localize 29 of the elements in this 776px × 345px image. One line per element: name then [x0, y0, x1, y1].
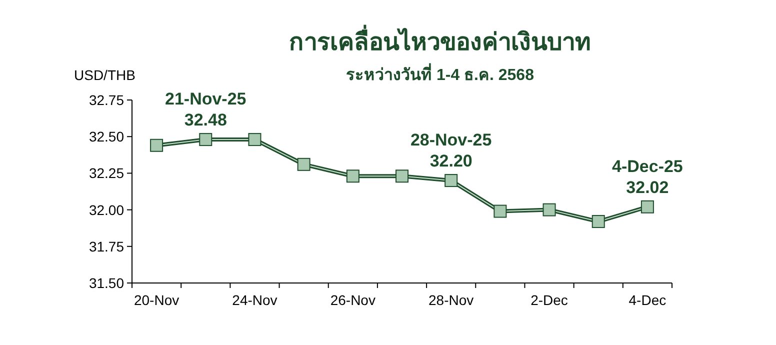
y-tick-label: 32.50 [88, 128, 124, 145]
x-tick-label: 2-Dec [530, 292, 568, 308]
chart-title: การเคลื่อนไหวของค่าเงินบาท [289, 24, 591, 56]
x-tick-label: 26-Nov [330, 292, 376, 308]
y-tick-label: 31.75 [88, 238, 124, 254]
x-tick-label: 24-Nov [232, 292, 278, 308]
data-label: 4-Dec-25 32.02 [612, 156, 683, 197]
y-tick-label: 32.75 [88, 92, 124, 108]
point [494, 204, 507, 218]
point [444, 174, 458, 188]
data-label: 21-Nov-25 32.48 [165, 90, 246, 130]
point [199, 133, 212, 146]
y-axis-title: USD/THB [74, 67, 136, 83]
x-tick-label: 28-Nov [428, 292, 474, 308]
y-tick-label: 32.00 [88, 202, 124, 218]
point [542, 203, 556, 216]
point [640, 200, 654, 214]
point [248, 133, 262, 146]
chart-subtitle: ระหว่างวันที่ 1-4 ธ.ค. 2568 [346, 63, 534, 84]
data-label: 28-Nov-25 32.20 [410, 130, 492, 171]
point [346, 170, 360, 183]
y-tick-label: 32.25 [88, 165, 124, 182]
y-tick-label: 31.50 [88, 275, 124, 291]
x-tick-label: 20-Nov [134, 292, 180, 308]
point [150, 138, 164, 152]
point [592, 215, 605, 228]
point [396, 170, 408, 183]
x-tick-label: 4-Dec [628, 292, 666, 308]
point [297, 158, 310, 171]
